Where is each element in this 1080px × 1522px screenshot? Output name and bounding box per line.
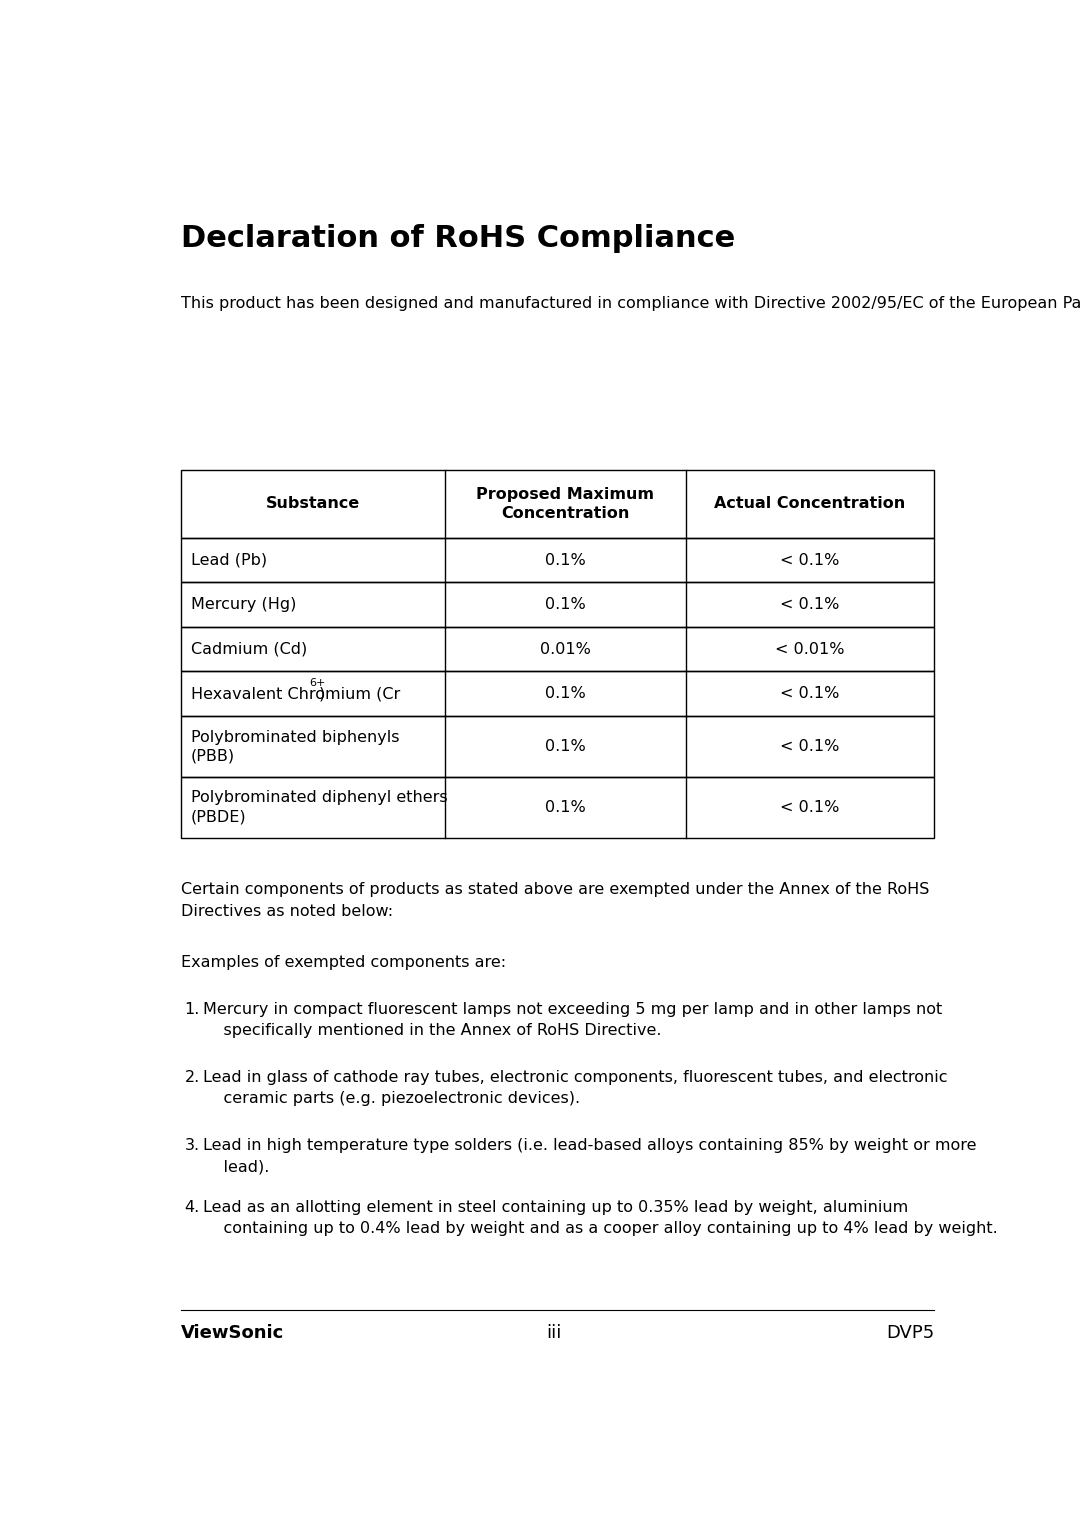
Text: 6+: 6+ — [310, 679, 326, 688]
Text: 0.1%: 0.1% — [544, 597, 585, 612]
Text: Certain components of products as stated above are exempted under the Annex of t: Certain components of products as stated… — [181, 883, 930, 919]
Text: ): ) — [319, 686, 325, 702]
Text: Substance: Substance — [266, 496, 360, 511]
Bar — [181, 583, 934, 627]
Text: 0.1%: 0.1% — [544, 738, 585, 753]
Text: Lead in glass of cathode ray tubes, electronic components, fluorescent tubes, an: Lead in glass of cathode ray tubes, elec… — [203, 1070, 947, 1106]
Bar — [181, 627, 934, 671]
Text: 0.1%: 0.1% — [544, 552, 585, 568]
Bar — [181, 715, 934, 776]
Text: Lead in high temperature type solders (i.e. lead-based alloys containing 85% by : Lead in high temperature type solders (i… — [203, 1138, 976, 1175]
Text: 4.: 4. — [185, 1199, 200, 1215]
Text: < 0.1%: < 0.1% — [781, 597, 840, 612]
Text: iii: iii — [545, 1324, 562, 1342]
Bar — [181, 470, 934, 537]
Text: 0.1%: 0.1% — [544, 686, 585, 702]
Text: 1.: 1. — [185, 1001, 200, 1017]
Bar — [181, 776, 934, 837]
Text: Hexavalent Chromium (Cr: Hexavalent Chromium (Cr — [191, 686, 401, 702]
Text: Declaration of RoHS Compliance: Declaration of RoHS Compliance — [181, 224, 735, 253]
Text: Actual Concentration: Actual Concentration — [714, 496, 906, 511]
Text: ViewSonic: ViewSonic — [181, 1324, 284, 1342]
Text: Cadmium (Cd): Cadmium (Cd) — [191, 642, 308, 656]
Bar — [181, 671, 934, 715]
Text: 0.1%: 0.1% — [544, 799, 585, 814]
Text: Lead as an allotting element in steel containing up to 0.35% lead by weight, alu: Lead as an allotting element in steel co… — [203, 1199, 998, 1236]
Text: Polybrominated biphenyls
(PBB): Polybrominated biphenyls (PBB) — [191, 729, 400, 763]
Text: 0.01%: 0.01% — [540, 642, 591, 656]
Text: Examples of exempted components are:: Examples of exempted components are: — [181, 954, 507, 970]
Text: < 0.1%: < 0.1% — [781, 799, 840, 814]
Text: < 0.1%: < 0.1% — [781, 552, 840, 568]
Bar — [181, 537, 934, 583]
Text: < 0.1%: < 0.1% — [781, 738, 840, 753]
Text: 2.: 2. — [185, 1070, 200, 1085]
Text: 3.: 3. — [185, 1138, 200, 1152]
Text: This product has been designed and manufactured in compliance with Directive 200: This product has been designed and manuf… — [181, 297, 1080, 312]
Text: < 0.01%: < 0.01% — [775, 642, 845, 656]
Text: Mercury (Hg): Mercury (Hg) — [191, 597, 296, 612]
Text: Mercury in compact fluorescent lamps not exceeding 5 mg per lamp and in other la: Mercury in compact fluorescent lamps not… — [203, 1001, 942, 1038]
Text: Proposed Maximum
Concentration: Proposed Maximum Concentration — [476, 487, 654, 521]
Text: Lead (Pb): Lead (Pb) — [191, 552, 267, 568]
Text: DVP5: DVP5 — [886, 1324, 934, 1342]
Text: Polybrominated diphenyl ethers
(PBDE): Polybrominated diphenyl ethers (PBDE) — [191, 790, 448, 823]
Text: < 0.1%: < 0.1% — [781, 686, 840, 702]
